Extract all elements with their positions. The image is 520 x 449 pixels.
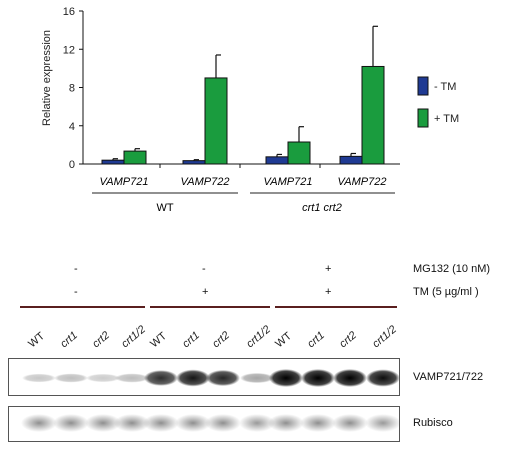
legend-label-minus-tm: - TM bbox=[434, 81, 456, 93]
lane-label: crt1 bbox=[305, 329, 327, 350]
vamp-band bbox=[333, 369, 367, 387]
rubisco-band bbox=[365, 414, 401, 432]
tm-mark-1: - bbox=[74, 286, 78, 298]
rubisco-band bbox=[114, 414, 150, 432]
lane-label: crt2 bbox=[337, 329, 359, 350]
vamp-band bbox=[240, 372, 274, 384]
mg132-mark-2: - bbox=[202, 263, 206, 275]
legend-swatch-plus-tm bbox=[417, 108, 429, 128]
y-tick-label: 4 bbox=[69, 121, 75, 133]
rubisco-band bbox=[21, 414, 57, 432]
vamp-band bbox=[86, 373, 120, 383]
category-label-vamp722-crt: VAMP722 bbox=[338, 176, 387, 188]
vamp-band bbox=[115, 373, 149, 383]
category-label-vamp721-crt: VAMP721 bbox=[264, 176, 313, 188]
rubisco-band bbox=[53, 414, 89, 432]
mg132-mark-1: - bbox=[74, 263, 78, 275]
category-label-vamp722-wt: VAMP722 bbox=[181, 176, 230, 188]
y-tick-label: 16 bbox=[63, 6, 75, 18]
bar-plus-tm-0 bbox=[123, 150, 147, 165]
lane-label: WT bbox=[26, 330, 47, 350]
category-label-vamp721-wt: VAMP721 bbox=[100, 176, 149, 188]
vamp-band bbox=[22, 373, 56, 383]
legend-label-plus-tm: + TM bbox=[434, 113, 459, 125]
mg132-mark-3: + bbox=[325, 263, 332, 275]
tm-label: TM (5 µg/ml ) bbox=[413, 286, 479, 298]
rubisco-blot-label: Rubisco bbox=[413, 417, 453, 429]
condition-line-2 bbox=[150, 306, 270, 308]
condition-line-3 bbox=[275, 306, 397, 308]
bar-minus-tm-0 bbox=[101, 159, 125, 165]
y-tick-label: 8 bbox=[69, 83, 75, 95]
lane-label: crt1/2 bbox=[370, 323, 399, 350]
vamp-band bbox=[144, 370, 178, 386]
lane-label: WT bbox=[273, 330, 294, 350]
bar-plus-tm-2 bbox=[287, 141, 311, 165]
legend-swatch-minus-tm bbox=[417, 76, 429, 96]
lane-label: crt1/2 bbox=[119, 323, 148, 350]
vamp-band bbox=[269, 369, 303, 387]
bar-plus-tm-1 bbox=[204, 77, 228, 165]
vamp-band bbox=[54, 373, 88, 383]
rubisco-band bbox=[332, 414, 368, 432]
vamp-band bbox=[206, 369, 240, 387]
condition-line-1 bbox=[20, 306, 145, 308]
bar-plus-tm-3 bbox=[361, 65, 385, 165]
relative-expression-chart: Relative expression 0 4 8 12 16 - TM + TM VA… bbox=[41, 6, 459, 214]
vamp-band bbox=[366, 369, 400, 387]
lane-label: crt1 bbox=[58, 329, 80, 350]
lane-label: WT bbox=[148, 330, 169, 350]
rubisco-band bbox=[143, 414, 179, 432]
vamp-band bbox=[176, 369, 210, 387]
rubisco-band bbox=[205, 414, 241, 432]
y-tick-label: 12 bbox=[63, 44, 75, 56]
vamp-band bbox=[301, 369, 335, 387]
group-label-wt: WT bbox=[156, 202, 173, 214]
rubisco-band bbox=[239, 414, 275, 432]
lane-label: crt1/2 bbox=[244, 323, 273, 350]
mg132-label: MG132 (10 nM) bbox=[413, 263, 491, 275]
lane-label: crt1 bbox=[180, 329, 202, 350]
group-label-crt: crt1 crt2 bbox=[302, 202, 342, 214]
tm-mark-3: + bbox=[325, 286, 332, 298]
vamp-blot-label: VAMP721/722 bbox=[413, 371, 484, 383]
rubisco-band bbox=[268, 414, 304, 432]
y-tick-label: 0 bbox=[69, 159, 75, 171]
rubisco-band bbox=[175, 414, 211, 432]
rubisco-band bbox=[85, 414, 121, 432]
rubisco-band bbox=[300, 414, 336, 432]
bar-minus-tm-1 bbox=[182, 160, 206, 165]
vamp-blot bbox=[8, 358, 400, 396]
lane-labels: WT crt1 crt2 crt1/2 WT crt1 crt2 crt1/2 WT crt1 cr… bbox=[26, 323, 399, 350]
bar-minus-tm-2 bbox=[265, 156, 289, 165]
lane-label: crt2 bbox=[90, 329, 112, 350]
lane-label: crt2 bbox=[210, 329, 232, 350]
rubisco-blot bbox=[8, 406, 401, 442]
y-axis-label: Relative expression bbox=[41, 30, 53, 126]
bar-minus-tm-3 bbox=[339, 155, 363, 165]
tm-mark-2: + bbox=[202, 286, 209, 298]
